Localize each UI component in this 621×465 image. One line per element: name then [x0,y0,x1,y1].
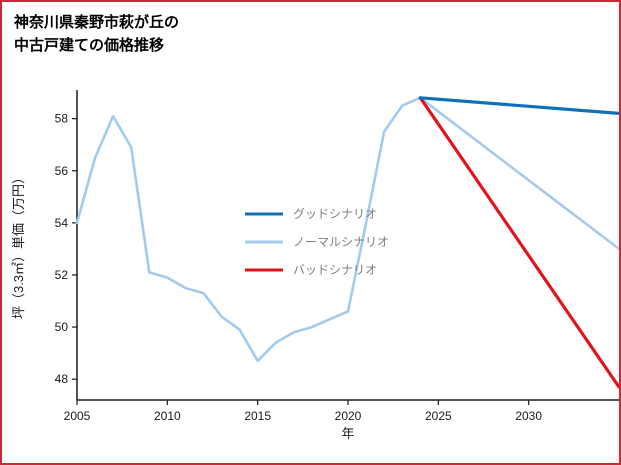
y-tick-label: 56 [55,164,69,178]
x-axis-title: 年 [341,426,354,441]
x-tick-label: 2025 [425,409,452,423]
legend-label-normal: ノーマルシナリオ [293,235,389,249]
x-tick-label: 2030 [515,409,542,423]
chart-title-line1: 神奈川県秦野市萩が丘の [14,14,180,31]
line-bad-scenario [418,96,619,389]
y-axis-title: 坪（3.3㎡）単価（万円） [11,171,26,319]
line-normal-scenario [75,96,619,363]
x-tick-label: 2010 [154,409,181,423]
y-tick-label: 54 [55,216,69,230]
chart-title: 神奈川県秦野市萩が丘の 中古戸建ての価格推移 [14,11,179,58]
y-tick-label: 48 [55,372,69,386]
x-tick-label: 2005 [64,409,91,423]
legend-label-bad: バッドシナリオ [293,263,377,277]
y-tick-label: 58 [55,112,69,126]
x-tick-label: 2015 [244,409,271,423]
y-tick-label: 50 [55,320,69,334]
x-tick-label: 2020 [335,409,362,423]
line-good-scenario [418,96,619,116]
chart-title-line2: 中古戸建ての価格推移 [14,37,165,55]
y-tick-label: 52 [55,268,69,282]
legend-label-good: グッドシナリオ [293,207,377,221]
